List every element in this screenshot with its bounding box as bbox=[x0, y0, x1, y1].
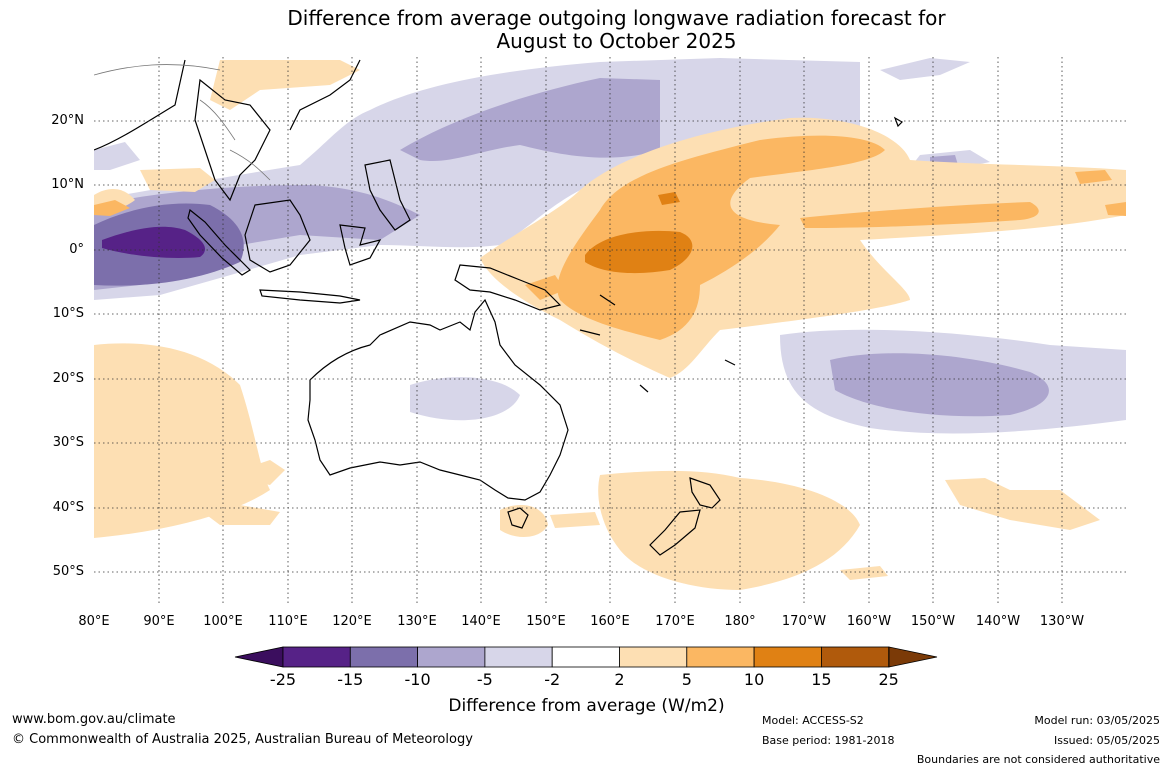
philippines-coastline bbox=[364, 159, 411, 231]
colorbar-tick-label: 25 bbox=[878, 670, 899, 689]
boundary-disclaimer: Boundaries are not considered authoritat… bbox=[916, 753, 1160, 766]
latitude-label: 10°S bbox=[52, 306, 84, 321]
colorbar-segment bbox=[417, 646, 486, 668]
longitude-label: 160°E bbox=[590, 614, 630, 629]
latitude-label: 20°S bbox=[52, 371, 84, 386]
colorbar-segment bbox=[551, 646, 620, 668]
longitude-label: 150°E bbox=[526, 614, 566, 629]
longitude-label: 150°W bbox=[910, 614, 956, 629]
colorbar-segment bbox=[282, 646, 351, 668]
latitude-label: 0° bbox=[69, 242, 84, 257]
sulawesi-coastline bbox=[339, 224, 382, 266]
colorbar-segment bbox=[686, 646, 755, 668]
base-period: Base period: 1981-2018 bbox=[762, 734, 895, 747]
colorbar-tick-label: -15 bbox=[337, 670, 364, 689]
copyright-text: © Commonwealth of Australia 2025, Austra… bbox=[12, 732, 473, 747]
sumatra-coastline bbox=[187, 208, 251, 276]
tasmania-coastline bbox=[507, 507, 529, 529]
latitude-label: 30°S bbox=[52, 435, 84, 450]
colorbar-tick-label: 2 bbox=[614, 670, 625, 689]
longitude-label: 140°E bbox=[461, 614, 501, 629]
colorbar-title: Difference from average (W/m2) bbox=[448, 696, 725, 716]
colorbar-extend-high bbox=[888, 646, 938, 668]
model-name: Model: ACCESS-S2 bbox=[762, 714, 864, 727]
longitude-label: 130°E bbox=[397, 614, 437, 629]
longitude-label: 80°E bbox=[78, 614, 110, 629]
pacific-islands-coastline bbox=[579, 116, 903, 393]
longitude-label: 180° bbox=[724, 614, 756, 629]
map-title-line-2: August to October 2025 bbox=[496, 29, 737, 53]
java-coastline bbox=[259, 289, 361, 304]
longitude-label: 110°E bbox=[268, 614, 308, 629]
map-title-line-1: Difference from average outgoing longwav… bbox=[287, 6, 946, 30]
colorbar-tick-label: 10 bbox=[743, 670, 765, 689]
colorbar-segment bbox=[821, 646, 890, 668]
strong-positive-anomaly-areas bbox=[585, 192, 693, 274]
longitude-label: 170°E bbox=[655, 614, 695, 629]
colorbar-tick-label: 15 bbox=[811, 670, 832, 689]
very-strong-negative-anomaly-area bbox=[102, 226, 205, 258]
new-guinea-coastline bbox=[454, 264, 562, 311]
country-borders bbox=[94, 64, 271, 181]
longitude-label: 100°E bbox=[203, 614, 243, 629]
colorbar-tick-label: -2 bbox=[544, 670, 561, 689]
longitude-label: 140°W bbox=[975, 614, 1021, 629]
gridlines bbox=[94, 57, 1126, 603]
longitude-label: 120°E bbox=[332, 614, 372, 629]
model-run-date: Model run: 03/05/2025 bbox=[1034, 714, 1160, 727]
colorbar-tick-label: 5 bbox=[681, 670, 692, 689]
colorbar-segment bbox=[619, 646, 688, 668]
colorbar-tick-label: -25 bbox=[269, 670, 297, 689]
latitude-label: 50°S bbox=[52, 564, 84, 579]
asia-coastline bbox=[94, 59, 361, 202]
longitude-label: 170°W bbox=[781, 614, 827, 629]
moderate-positive-anomaly-areas bbox=[94, 135, 1126, 340]
longitude-label: 130°W bbox=[1039, 614, 1085, 629]
issued-date: Issued: 05/05/2025 bbox=[1053, 734, 1160, 747]
colorbar-segment bbox=[753, 646, 822, 668]
latitude-label: 20°N bbox=[51, 113, 84, 128]
colorbar-tick-label: -10 bbox=[404, 670, 431, 689]
latitude-label: 40°S bbox=[52, 500, 84, 515]
longitude-label: 160°W bbox=[846, 614, 892, 629]
colorbar-segment bbox=[349, 646, 418, 668]
longitude-label: 90°E bbox=[143, 614, 175, 629]
latitude-label: 10°N bbox=[51, 177, 84, 192]
borneo-coastline bbox=[244, 199, 311, 273]
colorbar-tick-label: -5 bbox=[476, 670, 493, 689]
colorbar-extend-low bbox=[234, 646, 284, 668]
website-url: www.bom.gov.au/climate bbox=[12, 712, 176, 727]
colorbar bbox=[234, 646, 938, 668]
colorbar-segment bbox=[484, 646, 553, 668]
